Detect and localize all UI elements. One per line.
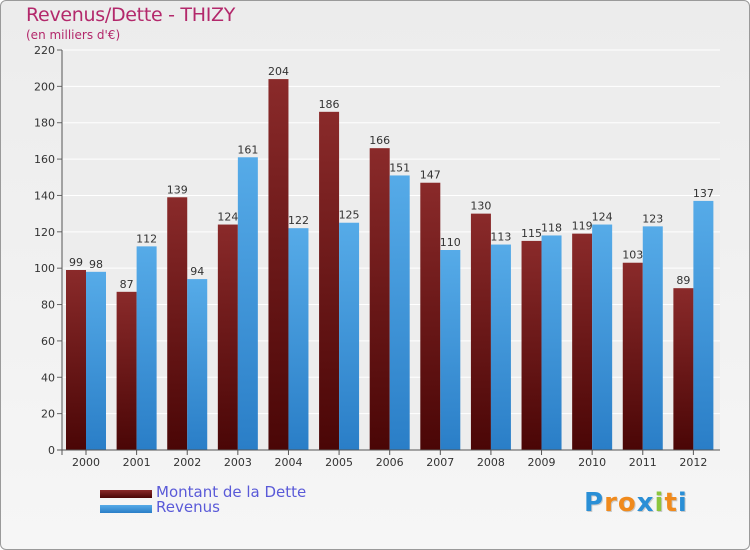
proxiti-logo: Proxiti — [584, 488, 688, 518]
x-tick-label: 2001 — [123, 456, 151, 469]
legend-swatch-revenus — [100, 505, 152, 513]
data-label-debt-2009: 115 — [521, 227, 542, 240]
data-label-revenus-2011: 123 — [642, 212, 663, 225]
y-tick-label: 120 — [34, 226, 55, 239]
bar-revenus-2001 — [136, 246, 157, 450]
data-label-revenus-2010: 124 — [592, 211, 613, 224]
bar-debt-2009 — [521, 240, 542, 450]
x-tick-label: 2007 — [426, 456, 454, 469]
data-label-debt-2008: 130 — [470, 200, 491, 213]
x-tick-label: 2005 — [325, 456, 353, 469]
data-label-debt-2002: 139 — [167, 183, 188, 196]
chart-title: Revenus/Dette - THIZY — [26, 4, 236, 26]
data-label-debt-2001: 87 — [120, 278, 134, 291]
bar-debt-2001 — [116, 291, 137, 450]
x-tick-label: 2003 — [224, 456, 252, 469]
bar-revenus-2002 — [187, 279, 208, 450]
data-label-debt-2005: 186 — [319, 98, 340, 111]
legend-swatch-debt — [100, 490, 152, 498]
data-label-debt-2000: 99 — [69, 256, 83, 269]
bar-revenus-2005 — [339, 222, 360, 450]
y-tick-label: 100 — [34, 262, 55, 275]
x-tick-label: 2002 — [173, 456, 201, 469]
bar-revenus-2012 — [693, 200, 714, 450]
y-tick-label: 160 — [34, 153, 55, 166]
x-tick-label: 2012 — [679, 456, 707, 469]
data-label-revenus-2006: 151 — [389, 161, 410, 174]
bar-debt-2010 — [572, 233, 593, 450]
data-label-revenus-2003: 161 — [237, 143, 258, 156]
bar-revenus-2003 — [237, 157, 258, 451]
data-label-revenus-2002: 94 — [190, 265, 204, 278]
bar-debt-2012 — [673, 288, 694, 450]
x-tick-label: 2009 — [528, 456, 556, 469]
bar-revenus-2007 — [440, 250, 461, 450]
bar-revenus-2008 — [490, 244, 511, 450]
x-tick-label: 2004 — [274, 456, 302, 469]
y-tick-label: 200 — [34, 80, 55, 93]
y-tick-label: 60 — [41, 335, 55, 348]
bar-debt-2005 — [319, 111, 340, 451]
data-label-debt-2006: 166 — [369, 134, 390, 147]
data-label-debt-2010: 119 — [572, 220, 593, 233]
data-label-revenus-2012: 137 — [693, 187, 714, 200]
y-tick-label: 40 — [41, 371, 55, 384]
bar-debt-2000 — [66, 270, 86, 450]
y-tick-label: 80 — [41, 299, 55, 312]
y-tick-label: 180 — [34, 117, 55, 130]
logo-letter: o — [617, 488, 637, 518]
chart-subtitle: (en milliers d'€) — [26, 28, 121, 42]
logo-letter: i — [654, 488, 665, 518]
x-tick-label: 2010 — [578, 456, 606, 469]
y-tick-label: 220 — [34, 44, 55, 57]
bar-debt-2011 — [622, 262, 643, 450]
legend-label-debt: Montant de la Dette — [156, 483, 307, 501]
bar-debt-2002 — [167, 197, 188, 450]
logo-letter: x — [636, 488, 655, 518]
bar-debt-2003 — [217, 224, 238, 450]
logo-letter: i — [677, 488, 688, 518]
data-label-revenus-2009: 118 — [541, 221, 562, 234]
y-tick-label: 140 — [34, 189, 55, 202]
x-tick-label: 2008 — [477, 456, 505, 469]
logo-letter: r — [604, 488, 618, 518]
bar-revenus-2011 — [642, 226, 663, 450]
data-label-revenus-2005: 125 — [339, 209, 360, 222]
bar-revenus-2009 — [541, 235, 562, 450]
legend-label-revenus: Revenus — [156, 498, 220, 516]
bar-debt-2004 — [268, 79, 289, 450]
data-label-debt-2012: 89 — [676, 274, 690, 287]
data-label-revenus-2000: 98 — [89, 258, 103, 271]
x-tick-label: 2000 — [72, 456, 100, 469]
data-label-debt-2007: 147 — [420, 169, 441, 182]
x-tick-label: 2011 — [629, 456, 657, 469]
data-label-revenus-2008: 113 — [490, 231, 511, 244]
logo-letter: P — [584, 488, 605, 518]
data-label-debt-2011: 103 — [622, 249, 643, 262]
data-label-revenus-2007: 110 — [440, 236, 461, 249]
bar-revenus-2004 — [288, 228, 309, 450]
data-label-revenus-2001: 112 — [136, 232, 157, 245]
bar-revenus-2006 — [389, 175, 410, 451]
bar-revenus-2000 — [86, 271, 106, 450]
bar-debt-2006 — [369, 148, 390, 450]
y-tick-label: 20 — [41, 408, 55, 421]
data-label-revenus-2004: 122 — [288, 214, 309, 227]
data-label-debt-2003: 124 — [217, 211, 238, 224]
bar-debt-2008 — [470, 213, 491, 450]
x-tick-label: 2006 — [376, 456, 404, 469]
data-label-debt-2004: 204 — [268, 65, 289, 78]
logo-letter: t — [664, 488, 678, 518]
bar-debt-2007 — [420, 182, 441, 450]
y-tick-label: 0 — [48, 444, 55, 457]
bar-revenus-2010 — [592, 224, 613, 450]
